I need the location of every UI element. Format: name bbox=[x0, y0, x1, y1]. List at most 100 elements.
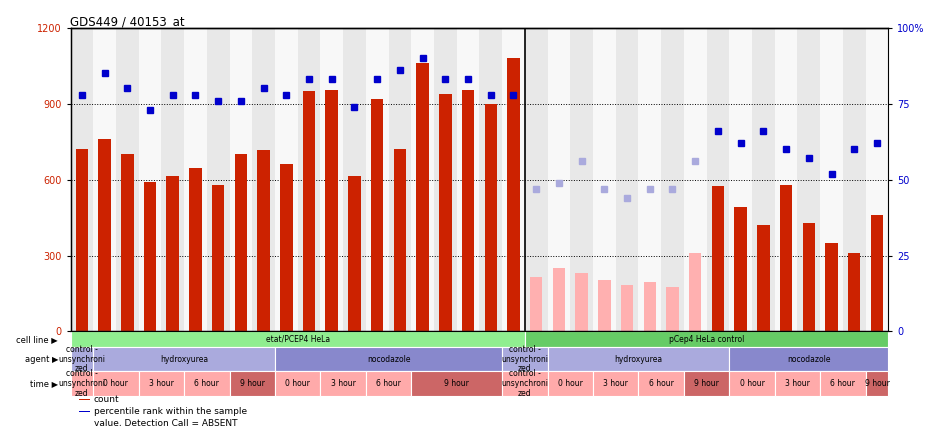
Text: control -
unsynchroni
zed: control - unsynchroni zed bbox=[58, 345, 105, 374]
Bar bbox=[412, 28, 434, 331]
Bar bbox=[575, 273, 588, 331]
Bar bbox=[870, 215, 884, 331]
Text: hydroxyurea: hydroxyurea bbox=[160, 355, 208, 364]
Bar bbox=[321, 28, 343, 331]
Bar bbox=[780, 184, 792, 331]
Bar bbox=[280, 164, 292, 331]
Bar bbox=[525, 28, 547, 331]
Bar bbox=[457, 28, 479, 331]
Bar bbox=[93, 347, 274, 371]
Bar bbox=[79, 411, 89, 412]
Text: GDS449 / 40153_at: GDS449 / 40153_at bbox=[70, 14, 185, 28]
Text: control -
unsynchroni
zed: control - unsynchroni zed bbox=[501, 369, 548, 398]
Bar bbox=[571, 28, 593, 331]
Bar bbox=[162, 28, 184, 331]
Bar bbox=[479, 28, 502, 331]
Bar bbox=[553, 268, 565, 331]
Bar bbox=[797, 28, 820, 331]
Bar bbox=[757, 225, 770, 331]
Text: etat/PCEP4 HeLa: etat/PCEP4 HeLa bbox=[266, 335, 330, 344]
Text: nocodazole: nocodazole bbox=[367, 355, 410, 364]
Text: 3 hour: 3 hour bbox=[603, 379, 628, 388]
Text: control -
unsynchroni
zed: control - unsynchroni zed bbox=[58, 369, 105, 398]
Bar bbox=[371, 98, 384, 331]
Text: 0 hour: 0 hour bbox=[557, 379, 583, 388]
Bar bbox=[189, 168, 202, 331]
Bar bbox=[303, 91, 315, 331]
Bar bbox=[593, 28, 616, 331]
Bar bbox=[325, 90, 338, 331]
Bar bbox=[274, 28, 298, 331]
Bar bbox=[593, 371, 638, 396]
Bar bbox=[274, 347, 502, 371]
Text: 0 hour: 0 hour bbox=[103, 379, 129, 388]
Bar bbox=[434, 28, 457, 331]
Bar bbox=[93, 28, 116, 331]
Bar bbox=[439, 94, 451, 331]
Bar bbox=[729, 347, 888, 371]
Bar bbox=[866, 28, 888, 331]
Text: 9 hour: 9 hour bbox=[694, 379, 719, 388]
Bar bbox=[274, 371, 321, 396]
Bar bbox=[775, 371, 820, 396]
Bar bbox=[343, 28, 366, 331]
Bar bbox=[394, 149, 406, 331]
Text: 3 hour: 3 hour bbox=[149, 379, 174, 388]
Bar bbox=[508, 58, 520, 331]
Bar bbox=[235, 154, 247, 331]
Bar bbox=[298, 28, 321, 331]
Bar bbox=[462, 90, 475, 331]
Bar bbox=[70, 331, 525, 347]
Text: 9 hour: 9 hour bbox=[865, 379, 889, 388]
Bar bbox=[712, 186, 724, 331]
Bar bbox=[366, 371, 412, 396]
Bar bbox=[775, 28, 797, 331]
Bar bbox=[412, 371, 502, 396]
Bar bbox=[229, 28, 252, 331]
Bar bbox=[502, 28, 525, 331]
Bar bbox=[866, 371, 888, 396]
Bar bbox=[484, 104, 497, 331]
Bar bbox=[734, 207, 747, 331]
Bar bbox=[502, 347, 547, 371]
Bar bbox=[729, 371, 775, 396]
Text: agent ▶: agent ▶ bbox=[24, 355, 58, 364]
Text: cell line ▶: cell line ▶ bbox=[17, 335, 58, 344]
Bar bbox=[139, 371, 184, 396]
Text: value, Detection Call = ABSENT: value, Detection Call = ABSENT bbox=[94, 418, 237, 426]
Bar bbox=[388, 28, 411, 331]
Bar bbox=[212, 184, 225, 331]
Bar bbox=[416, 63, 429, 331]
Bar bbox=[116, 28, 139, 331]
Bar bbox=[70, 371, 93, 396]
Bar bbox=[638, 371, 683, 396]
Text: percentile rank within the sample: percentile rank within the sample bbox=[94, 407, 246, 416]
Text: 6 hour: 6 hour bbox=[376, 379, 401, 388]
Text: 6 hour: 6 hour bbox=[649, 379, 674, 388]
Bar bbox=[258, 150, 270, 331]
Bar bbox=[366, 28, 388, 331]
Bar bbox=[666, 287, 679, 331]
Bar bbox=[70, 28, 93, 331]
Bar bbox=[121, 154, 133, 331]
Text: 9 hour: 9 hour bbox=[240, 379, 265, 388]
Bar bbox=[525, 331, 888, 347]
Text: pCep4 HeLa control: pCep4 HeLa control bbox=[669, 335, 744, 344]
Bar bbox=[620, 285, 634, 331]
Text: 0 hour: 0 hour bbox=[740, 379, 764, 388]
Bar bbox=[616, 28, 638, 331]
Text: 3 hour: 3 hour bbox=[785, 379, 810, 388]
Text: nocodazole: nocodazole bbox=[787, 355, 831, 364]
Bar bbox=[843, 28, 866, 331]
Bar bbox=[502, 371, 547, 396]
Bar bbox=[144, 182, 156, 331]
Text: time ▶: time ▶ bbox=[30, 379, 58, 388]
Bar bbox=[139, 28, 162, 331]
Bar bbox=[820, 28, 843, 331]
Bar bbox=[547, 347, 729, 371]
Bar bbox=[848, 253, 860, 331]
Bar bbox=[547, 371, 593, 396]
Bar bbox=[99, 139, 111, 331]
Bar bbox=[803, 223, 815, 331]
Bar bbox=[689, 253, 701, 331]
